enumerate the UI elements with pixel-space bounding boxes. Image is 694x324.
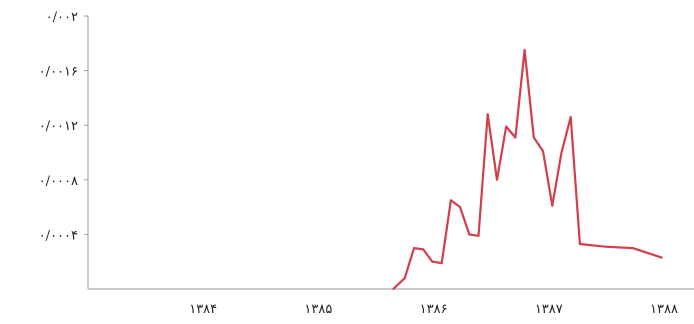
data-point bbox=[661, 257, 663, 259]
data-point bbox=[514, 136, 516, 138]
data-point bbox=[487, 113, 489, 115]
y-tick-label: ۰/۰۰۰۸ bbox=[39, 174, 78, 189]
data-point bbox=[450, 199, 452, 201]
data-point bbox=[404, 277, 406, 279]
data-point bbox=[468, 233, 470, 235]
data-point bbox=[524, 49, 526, 51]
x-tick-label: ۱۳۸۸ bbox=[650, 302, 678, 317]
x-axis-ticks: ۱۳۸۴ ۱۳۸۵ ۱۳۸۶ ۱۳۸۷ ۱۳۸۸ bbox=[189, 302, 678, 317]
data-point bbox=[496, 179, 498, 181]
data-point bbox=[570, 116, 572, 118]
data-point bbox=[413, 247, 415, 249]
x-tick-label: ۱۳۸۵ bbox=[304, 302, 332, 317]
x-tick-label: ۱۳۸۴ bbox=[189, 302, 217, 317]
series-line bbox=[393, 50, 661, 289]
y-axis-ticks: ۰/۰۰۰۴ ۰/۰۰۰۸ ۰/۰۰۱۲ ۰/۰۰۱۶ ۰/۰۰۲ bbox=[39, 10, 88, 243]
data-point bbox=[431, 261, 433, 263]
data-point bbox=[542, 150, 544, 152]
data-point bbox=[579, 243, 581, 245]
x-tick-label: ۱۳۸۶ bbox=[420, 302, 448, 317]
data-point bbox=[392, 288, 394, 290]
y-tick-label: ۰/۰۰۰۴ bbox=[39, 228, 78, 243]
y-tick-label: ۰/۰۰۱۲ bbox=[39, 119, 78, 134]
y-tick-label: ۰/۰۰۲ bbox=[46, 10, 78, 25]
data-point bbox=[632, 247, 634, 249]
data-point bbox=[604, 246, 606, 248]
data-point bbox=[551, 205, 553, 207]
data-point bbox=[478, 235, 480, 237]
y-tick-label: ۰/۰۰۱۶ bbox=[39, 65, 78, 80]
data-point bbox=[533, 136, 535, 138]
series-layer bbox=[392, 49, 662, 290]
data-point bbox=[422, 248, 424, 250]
data-point bbox=[560, 152, 562, 154]
data-point bbox=[441, 262, 443, 264]
data-point bbox=[505, 126, 507, 128]
data-point bbox=[459, 206, 461, 208]
x-tick-label: ۱۳۸۷ bbox=[535, 302, 563, 317]
